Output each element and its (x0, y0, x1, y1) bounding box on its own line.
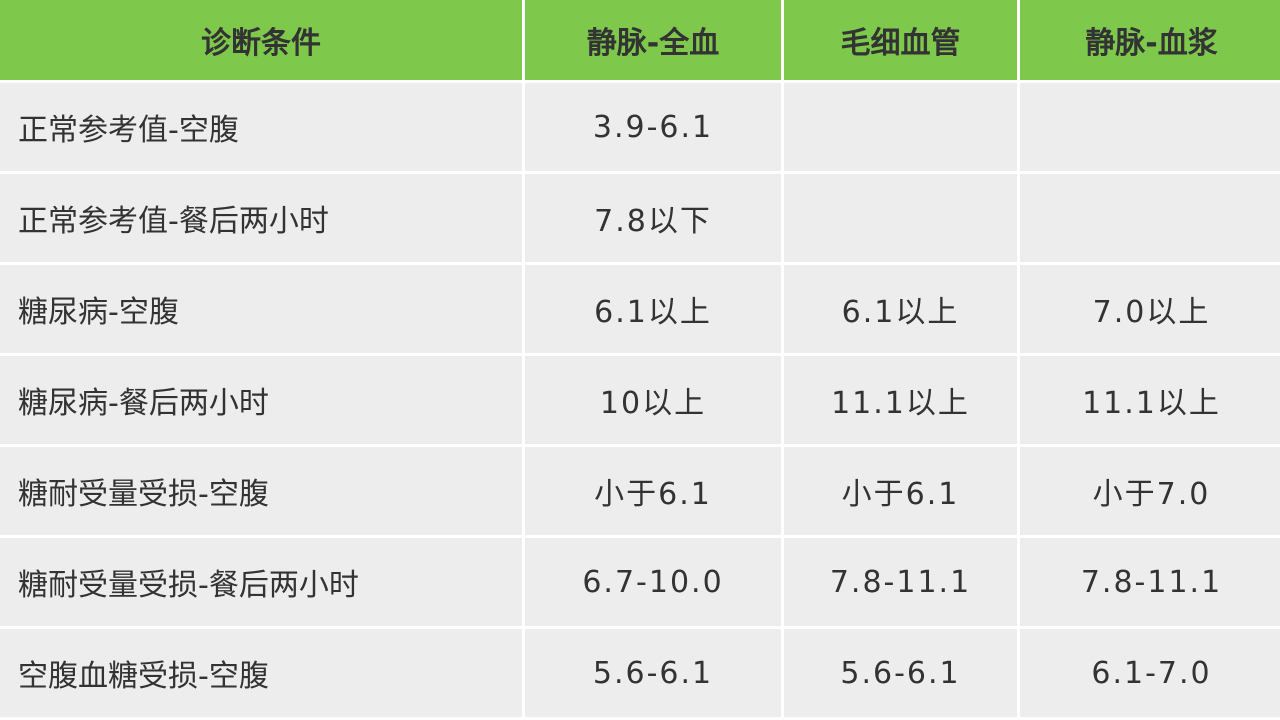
row-label: 糖尿病-空腹 (0, 265, 522, 353)
value-cell (784, 174, 1017, 262)
row-label: 正常参考值-空腹 (0, 83, 522, 171)
value-cell: 小于6.1 (525, 447, 781, 535)
row-label: 空腹血糖受损-空腹 (0, 629, 522, 717)
value-cell: 6.1-7.0 (1020, 629, 1280, 717)
value-cell: 11.1以上 (1020, 356, 1280, 444)
header-cell: 诊断条件 (0, 0, 522, 80)
value-cell: 7.8-11.1 (1020, 538, 1280, 626)
value-cell: 6.1以上 (525, 265, 781, 353)
row-label: 正常参考值-餐后两小时 (0, 174, 522, 262)
value-cell: 10以上 (525, 356, 781, 444)
value-cell (1020, 174, 1280, 262)
value-cell: 5.6-6.1 (784, 629, 1017, 717)
value-cell: 小于7.0 (1020, 447, 1280, 535)
value-cell: 6.7-10.0 (525, 538, 781, 626)
value-cell (1020, 83, 1280, 171)
value-cell: 5.6-6.1 (525, 629, 781, 717)
value-cell: 7.0以上 (1020, 265, 1280, 353)
value-cell: 3.9-6.1 (525, 83, 781, 171)
value-cell: 小于6.1 (784, 447, 1017, 535)
value-cell: 7.8以下 (525, 174, 781, 262)
header-cell: 毛细血管 (784, 0, 1017, 80)
value-cell: 7.8-11.1 (784, 538, 1017, 626)
row-label: 糖耐受量受损-餐后两小时 (0, 538, 522, 626)
value-cell: 11.1以上 (784, 356, 1017, 444)
row-label: 糖耐受量受损-空腹 (0, 447, 522, 535)
value-cell: 6.1以上 (784, 265, 1017, 353)
header-cell: 静脉-全血 (525, 0, 781, 80)
header-cell: 静脉-血浆 (1020, 0, 1280, 80)
row-label: 糖尿病-餐后两小时 (0, 356, 522, 444)
value-cell (784, 83, 1017, 171)
